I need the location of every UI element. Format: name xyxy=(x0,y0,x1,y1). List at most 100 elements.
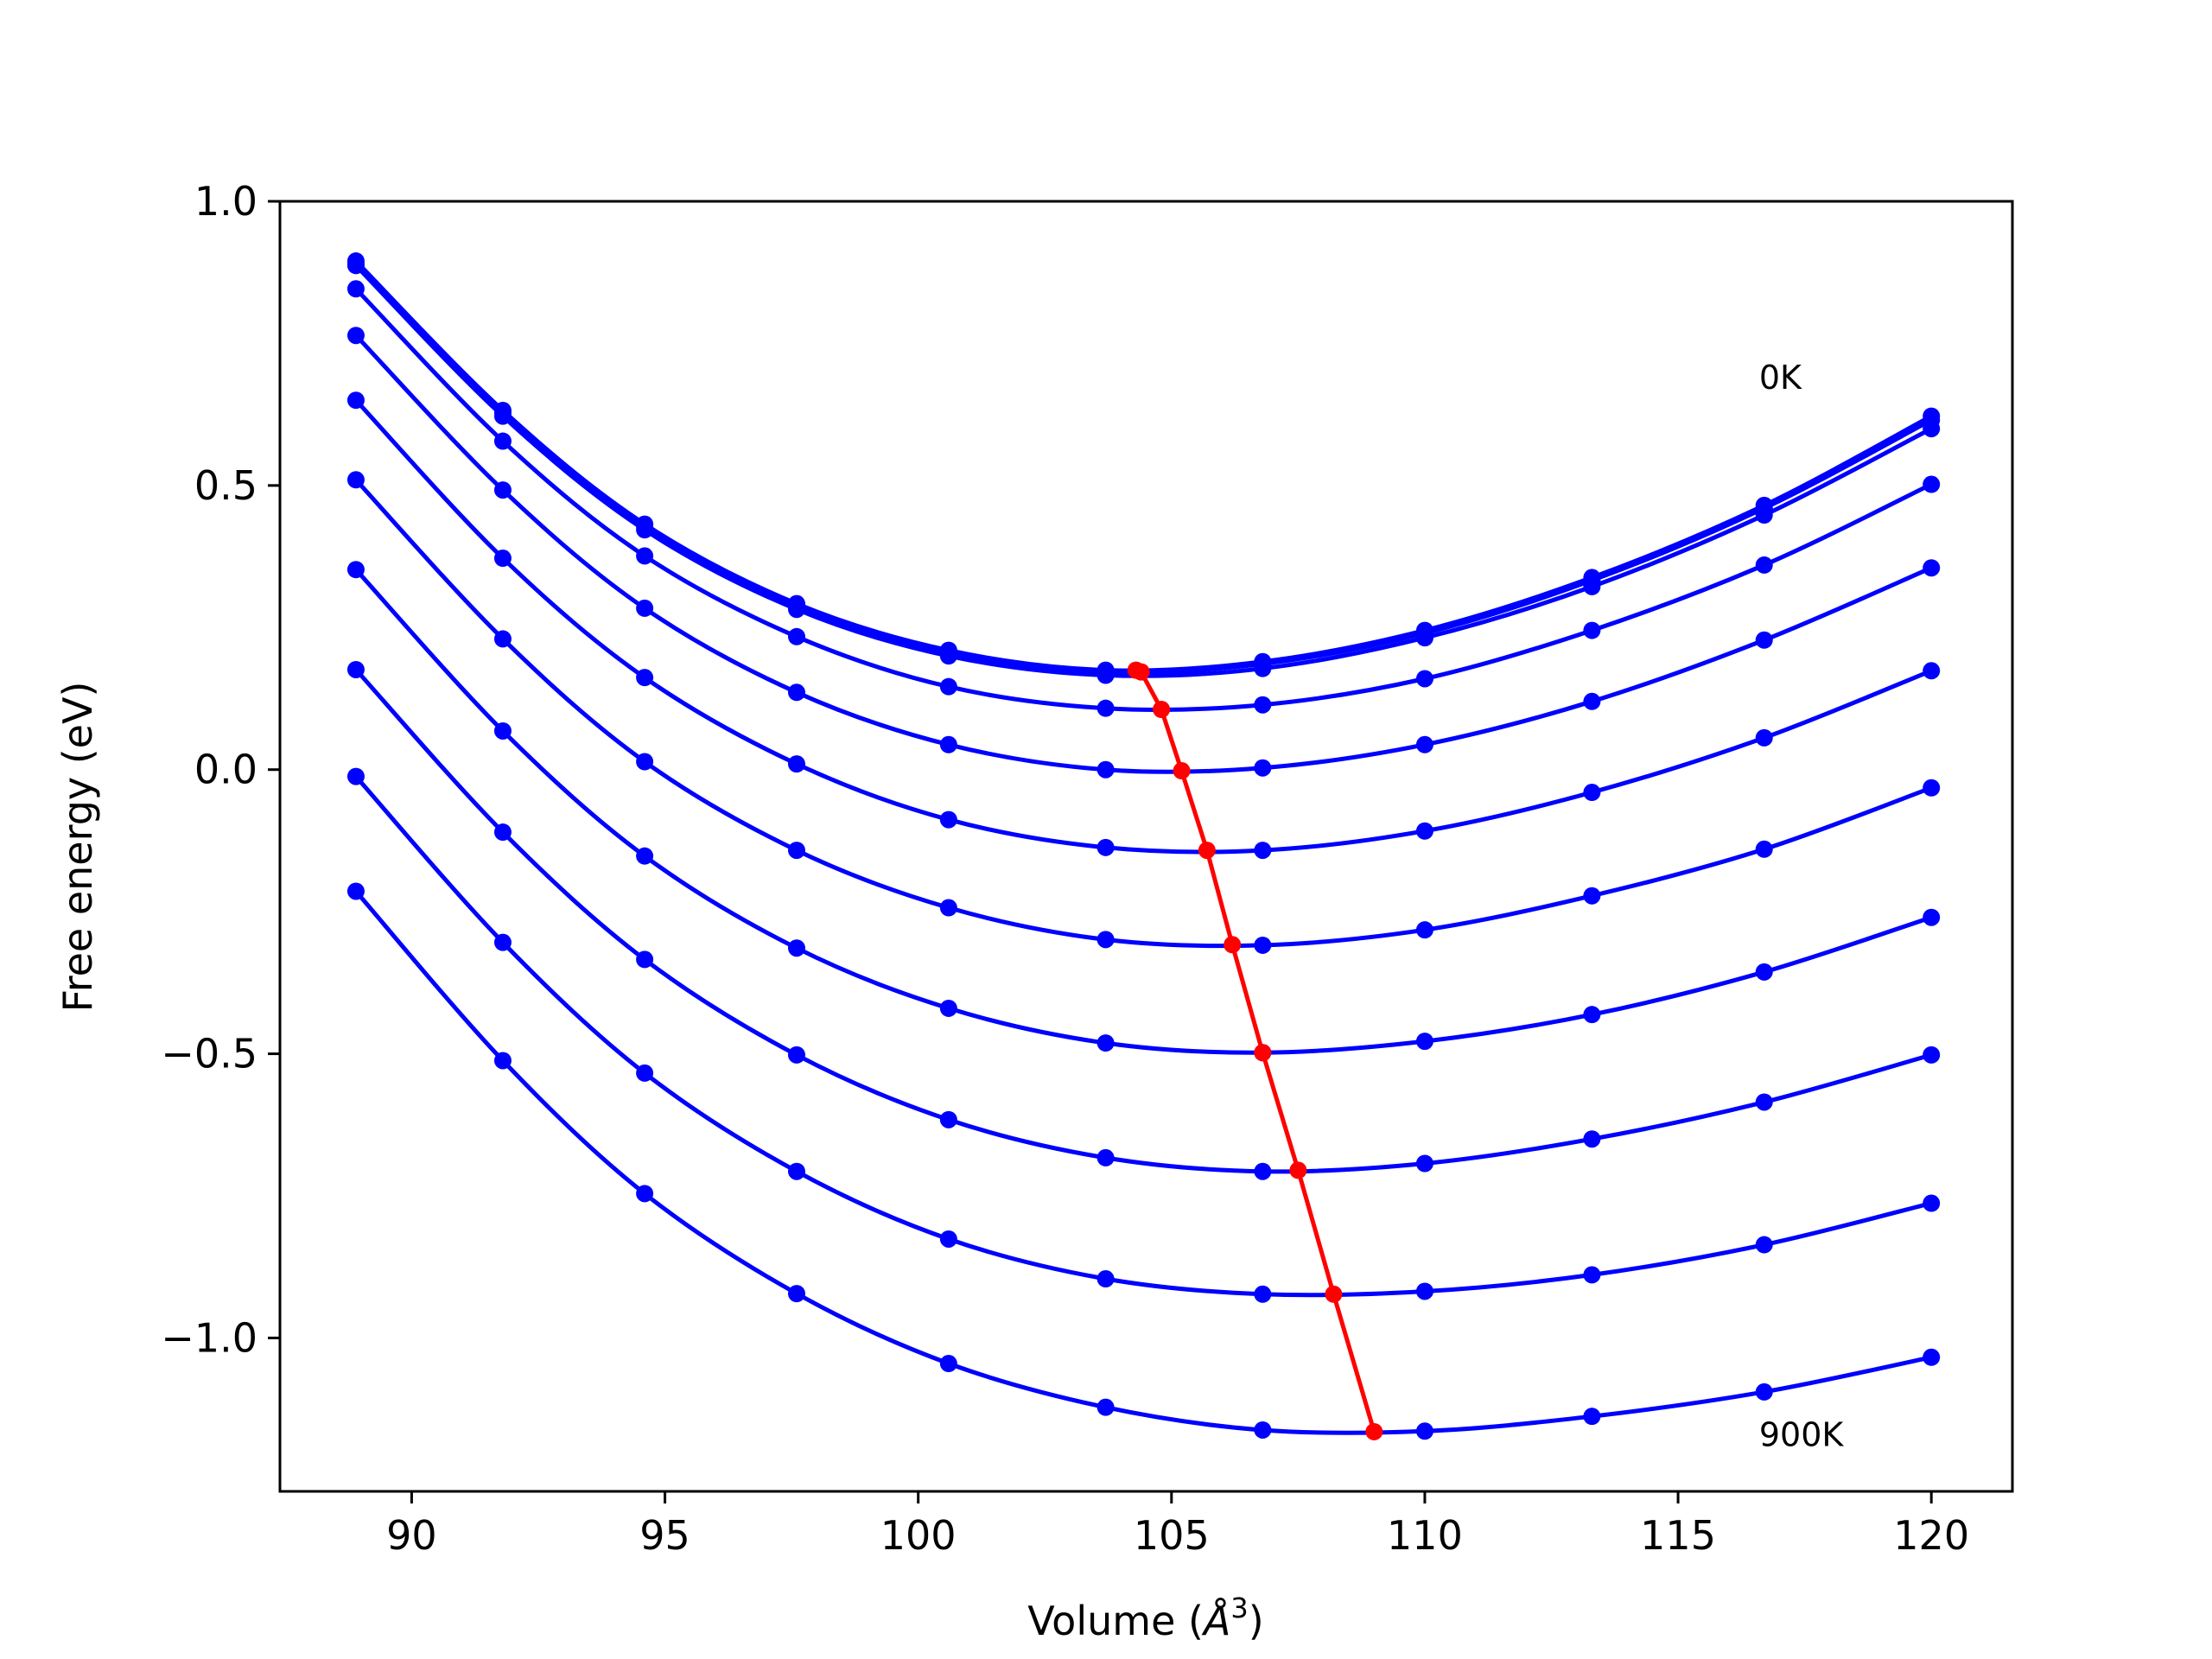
data-point xyxy=(346,391,365,410)
data-point xyxy=(1254,659,1272,677)
y-tick-label: −0.5 xyxy=(161,1031,257,1077)
data-point xyxy=(1096,931,1115,949)
x-tick-label: 100 xyxy=(880,1512,957,1559)
data-point xyxy=(939,899,957,917)
data-point xyxy=(939,810,957,829)
data-point xyxy=(1254,696,1272,714)
curve-annotations: 0K 900K xyxy=(1759,359,1845,1453)
x-tick-label: 95 xyxy=(639,1512,690,1559)
minimum-point xyxy=(1132,663,1150,681)
data-point xyxy=(1923,1348,1941,1366)
data-point xyxy=(1583,1408,1601,1426)
y-tick-label: −1.0 xyxy=(161,1314,257,1361)
series-line xyxy=(354,259,1933,673)
data-point xyxy=(1254,1162,1272,1180)
minimum-point xyxy=(1365,1422,1383,1440)
data-point xyxy=(1755,1093,1773,1111)
data-point xyxy=(493,481,512,499)
data-point xyxy=(1254,936,1272,954)
data-point xyxy=(1415,1154,1433,1173)
x-axis-label-text: Volume ( xyxy=(1027,1598,1204,1644)
data-point xyxy=(493,721,512,740)
series-line xyxy=(354,398,1933,855)
data-point xyxy=(787,842,805,860)
data-point xyxy=(787,627,805,645)
data-point xyxy=(636,521,654,539)
data-point xyxy=(1923,908,1941,926)
data-point xyxy=(1096,1034,1115,1052)
data-point xyxy=(1923,420,1941,438)
data-point xyxy=(1096,666,1115,684)
minimum-point xyxy=(1153,700,1171,718)
curve-annotation: 900K xyxy=(1759,1415,1845,1453)
data-point xyxy=(636,669,654,687)
data-point xyxy=(636,753,654,771)
data-point xyxy=(1923,779,1941,797)
data-point xyxy=(1415,921,1433,939)
data-point xyxy=(346,280,365,298)
x-axis-label-unit: Å xyxy=(1201,1598,1230,1644)
series-2 xyxy=(346,257,1941,684)
x-axis-label: Volume (Å3) xyxy=(1027,1592,1263,1644)
data-point xyxy=(636,847,654,865)
data-point xyxy=(939,1355,957,1373)
data-point xyxy=(1415,629,1433,647)
x-axis-label-exponent: 3 xyxy=(1230,1592,1248,1624)
series-line xyxy=(354,889,1932,1435)
y-tick-label: 0.0 xyxy=(194,747,257,793)
data-point xyxy=(636,1185,654,1203)
series-7 xyxy=(346,561,1941,1062)
series-line xyxy=(354,668,1932,1174)
series-line xyxy=(354,287,1933,712)
minimum-point xyxy=(1224,936,1242,954)
data-point xyxy=(1415,1282,1433,1300)
data-point xyxy=(787,939,805,957)
data-point xyxy=(346,327,365,345)
x-tick-label: 105 xyxy=(1134,1512,1210,1559)
series-line xyxy=(354,774,1932,1298)
data-point xyxy=(1254,842,1272,860)
x-axis-label-close: ) xyxy=(1249,1598,1264,1644)
minimum-path-line xyxy=(1135,668,1376,1433)
series-0 xyxy=(346,252,1941,679)
data-point xyxy=(939,677,957,696)
data-point xyxy=(939,1110,957,1128)
x-tick-label: 120 xyxy=(1893,1512,1969,1559)
data-point xyxy=(939,999,957,1017)
data-point xyxy=(346,471,365,489)
data-point xyxy=(1583,784,1601,802)
data-point xyxy=(1096,838,1115,856)
data-point xyxy=(787,1162,805,1180)
series-10 xyxy=(346,882,1941,1440)
data-point xyxy=(1755,556,1773,574)
data-point xyxy=(1923,475,1941,493)
series-line xyxy=(354,478,1933,949)
data-point xyxy=(493,1052,512,1070)
series-1 xyxy=(346,255,1941,681)
data-point xyxy=(1583,1266,1601,1284)
data-point xyxy=(1415,822,1433,840)
series-line xyxy=(354,262,1933,675)
minimum-point xyxy=(1289,1161,1307,1179)
data-point xyxy=(1923,662,1941,680)
data-point xyxy=(939,735,957,753)
series-4 xyxy=(346,327,1941,779)
data-point xyxy=(1755,840,1773,858)
axes-frame xyxy=(278,200,2014,1493)
data-point xyxy=(1254,759,1272,777)
data-point xyxy=(787,683,805,702)
data-point xyxy=(787,755,805,773)
data-point xyxy=(493,630,512,648)
data-point xyxy=(346,882,365,900)
data-point xyxy=(1254,1421,1272,1439)
data-point xyxy=(493,550,512,568)
data-point xyxy=(493,823,512,842)
data-point xyxy=(1923,1194,1941,1212)
curve-annotation: 0K xyxy=(1759,359,1802,397)
series-8 xyxy=(346,660,1941,1180)
data-point xyxy=(636,599,654,617)
series-line xyxy=(354,568,1932,1055)
data-point xyxy=(1415,735,1433,753)
data-point xyxy=(1254,1285,1272,1303)
